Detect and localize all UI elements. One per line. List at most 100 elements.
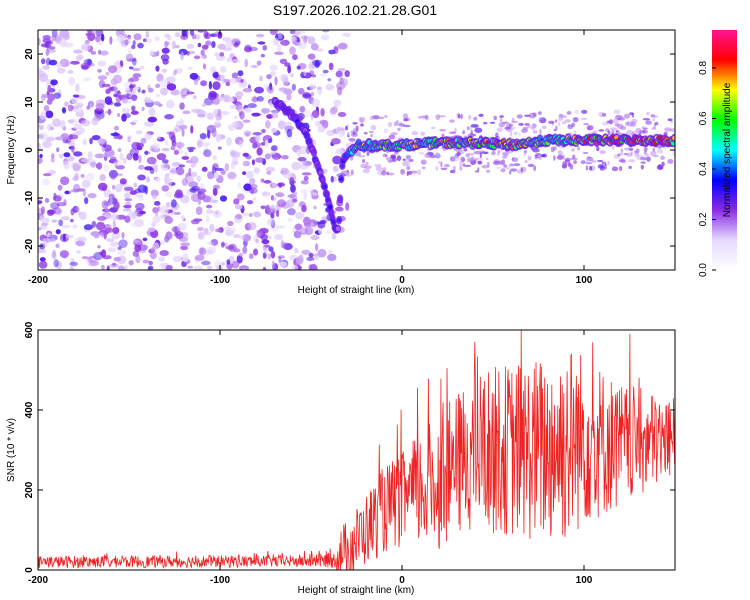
heatmap-noise-cell [430, 126, 436, 129]
heatmap-noise-cell [270, 250, 276, 259]
heatmap-noise-cell [107, 108, 112, 116]
heatmap-noise-cell [619, 152, 624, 156]
heatmap-x-tick-label: -200 [28, 275, 48, 286]
heatmap-noise-cell [619, 116, 625, 120]
heatmap-noise-cell [393, 152, 399, 155]
heatmap-noise-cell [297, 87, 305, 95]
heatmap-noise-cell [633, 152, 640, 157]
heatmap-noise-cell [586, 156, 592, 159]
heatmap-noise-cell [672, 150, 675, 157]
heatmap-noise-cell [72, 224, 78, 229]
heatmap-noise-cell [233, 96, 242, 101]
heatmap-noise-cell [252, 248, 259, 256]
heatmap-noise-cell [266, 170, 272, 175]
heatmap-noise-cell [143, 99, 154, 103]
heatmap-noise-cell [134, 244, 142, 253]
heatmap-noise-cell [63, 152, 71, 158]
heatmap-noise-cell [137, 174, 146, 181]
heatmap-noise-cell [197, 30, 205, 33]
heatmap-noise-cell [206, 241, 215, 245]
heatmap-noise-cell [532, 130, 538, 134]
heatmap-noise-cell [365, 161, 369, 166]
heatmap-noise-cell [604, 163, 607, 170]
heatmap-noise-cell [212, 209, 222, 218]
heatmap-noise-cell [104, 208, 111, 213]
heatmap-noise-cell [390, 132, 398, 136]
heatmap-noise-cell [129, 148, 139, 157]
heatmap-noise-cell [322, 30, 330, 33]
heatmap-noise-cell [40, 58, 46, 65]
heatmap-noise-cell [225, 41, 233, 49]
heatmap-noise-cell [122, 157, 127, 165]
heatmap-noise-cell [571, 122, 576, 128]
heatmap-ridge-cell [311, 150, 317, 155]
heatmap-noise-cell [417, 169, 421, 176]
heatmap-noise-cell [291, 83, 296, 91]
heatmap-noise-cell [366, 151, 370, 156]
heatmap-noise-cell [458, 160, 464, 167]
heatmap-noise-cell [548, 120, 555, 124]
heatmap-noise-cell [310, 222, 315, 230]
heatmap-noise-cell [628, 159, 636, 163]
heatmap-noise-cell [327, 253, 337, 262]
heatmap-noise-cell [243, 130, 252, 136]
heatmap-noise-cell [350, 169, 354, 176]
heatmap-noise-cell [107, 247, 117, 253]
heatmap-noise-cell [226, 57, 232, 63]
heatmap-noise-cell [206, 246, 217, 255]
heatmap-noise-cell [41, 250, 47, 254]
heatmap-noise-cell [59, 250, 69, 259]
heatmap-noise-cell [281, 241, 287, 249]
heatmap-noise-cell [287, 217, 293, 222]
heatmap-noise-cell [187, 265, 194, 269]
heatmap-noise-cell [70, 218, 74, 223]
heatmap-noise-cell [537, 154, 543, 161]
heatmap-noise-cell [501, 159, 506, 166]
heatmap-noise-cell [295, 256, 304, 265]
heatmap-noise-cell [264, 139, 269, 148]
heatmap-noise-cell [45, 48, 50, 57]
heatmap-noise-cell [310, 43, 319, 51]
heatmap-noise-cell [248, 187, 258, 194]
heatmap-noise-cell [329, 63, 333, 67]
heatmap-noise-cell [320, 108, 325, 117]
heatmap-noise-cell [611, 145, 615, 150]
heatmap-noise-cell [42, 178, 51, 186]
heatmap-noise-cell [352, 121, 358, 125]
heatmap-noise-cell [271, 127, 277, 134]
heatmap-noise-cell [231, 121, 240, 128]
heatmap-noise-cell [236, 193, 245, 201]
heatmap-noise-cell [509, 131, 513, 137]
heatmap-noise-cell [186, 43, 195, 49]
heatmap-noise-cell [563, 158, 570, 161]
snr-y-tick-label: 0 [24, 567, 35, 573]
heatmap-noise-cell [129, 77, 140, 82]
heatmap-noise-cell [292, 198, 298, 203]
heatmap-noise-cell [387, 122, 393, 128]
heatmap-noise-cell [492, 160, 501, 166]
heatmap-noise-cell [599, 150, 606, 155]
heatmap-noise-cell [95, 103, 105, 111]
heatmap-noise-cell [499, 115, 504, 118]
heatmap-noise-cell [555, 119, 558, 123]
heatmap-noise-cell [270, 217, 275, 226]
heatmap-noise-cell [405, 154, 411, 160]
heatmap-noise-cell [500, 168, 506, 173]
heatmap-noise-cell [161, 68, 168, 73]
heatmap-noise-cell [109, 213, 120, 221]
heatmap-noise-cell [358, 155, 366, 158]
heatmap-noise-cell [289, 193, 295, 200]
heatmap-noise-cell [133, 238, 143, 248]
heatmap-noise-cell [110, 86, 116, 92]
heatmap-noise-cell [266, 114, 274, 119]
heatmap-noise-cell [215, 133, 222, 143]
heatmap-noise-cell [253, 167, 260, 174]
heatmap-noise-cell [246, 200, 254, 205]
heatmap-noise-cell [125, 53, 134, 62]
heatmap-noise-cell [523, 149, 528, 154]
heatmap-noise-cell [107, 150, 114, 156]
heatmap-noise-cell [163, 262, 167, 268]
heatmap-noise-cell [363, 131, 368, 135]
heatmap-noise-cell [128, 66, 134, 70]
heatmap-ridge-cell [329, 210, 334, 215]
